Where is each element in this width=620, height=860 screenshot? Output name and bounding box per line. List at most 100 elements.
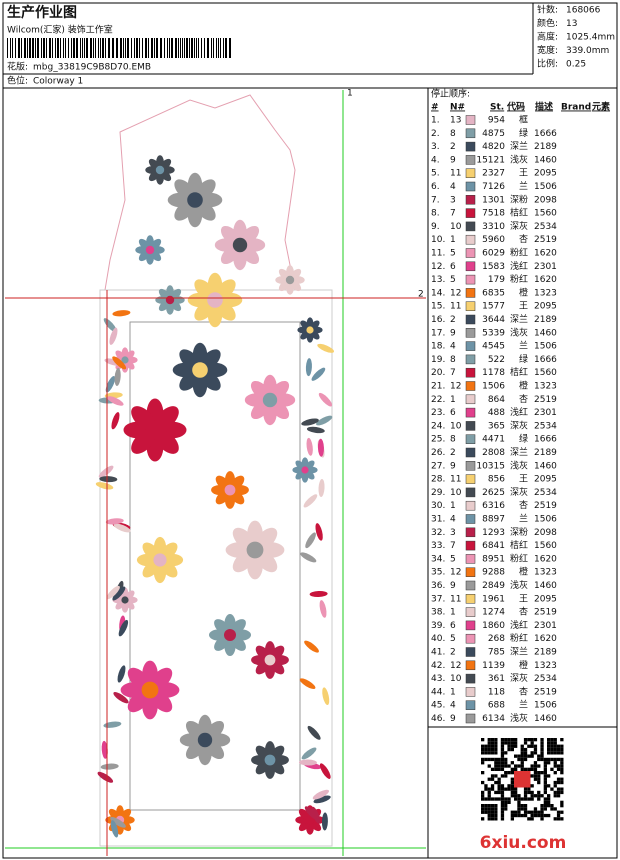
qr-cell <box>560 744 564 748</box>
qr-cell <box>556 764 561 768</box>
stitches: 4545 <box>482 342 505 352</box>
qr-cell <box>504 751 508 755</box>
qr-cell <box>540 804 544 808</box>
swatch <box>465 141 476 152</box>
qr-cell <box>553 738 557 742</box>
needle: 3 <box>450 528 456 538</box>
stat-value: 168066 <box>566 6 601 16</box>
needle: 3 <box>450 195 456 205</box>
code: 1506 <box>534 342 557 352</box>
leaf <box>309 591 328 598</box>
qr-cell <box>494 810 498 814</box>
qr-cell <box>543 804 547 808</box>
stitches: 118 <box>488 687 505 697</box>
qr-cell <box>543 780 547 785</box>
bar-stripe <box>21 38 22 58</box>
qr-cell <box>504 787 508 791</box>
description: 浅红 <box>510 406 528 418</box>
qr-cell <box>514 810 518 814</box>
qr-cell <box>507 771 511 775</box>
qr-cell <box>547 774 551 778</box>
outline <box>104 94 296 291</box>
stitches: 864 <box>488 395 505 405</box>
swatch <box>465 314 476 325</box>
leaf <box>118 619 129 637</box>
stitches: 5960 <box>482 235 505 245</box>
qr-cell <box>527 767 531 771</box>
qr-cell <box>543 757 547 762</box>
qr-cell <box>533 771 538 775</box>
qr-code <box>481 738 564 821</box>
qr-cell <box>543 784 547 788</box>
row-number: 4. <box>431 155 440 165</box>
swatch <box>465 474 476 484</box>
qr-cell <box>517 807 521 811</box>
needle: 12 <box>450 661 461 671</box>
flower-center <box>232 237 248 253</box>
qr-cell <box>510 741 514 745</box>
leaf <box>110 816 126 828</box>
qr-cell <box>504 738 508 742</box>
qr-cell <box>547 761 551 765</box>
qr-cell <box>497 780 501 785</box>
bar-stripe <box>27 38 28 58</box>
row-number: 3. <box>431 142 440 152</box>
qr-cell <box>520 813 524 818</box>
qr-cell <box>547 757 551 762</box>
swatch <box>465 195 476 205</box>
row-number: 41. <box>431 648 445 658</box>
description: 王 <box>519 168 528 179</box>
qr-cell <box>517 804 521 808</box>
qr-cell <box>527 810 531 814</box>
needle: 8 <box>450 435 456 445</box>
embroidery-design <box>95 94 335 847</box>
swatch <box>465 288 476 298</box>
needle: 8 <box>450 355 456 365</box>
row-number: 2. <box>431 129 440 139</box>
qr-cell <box>523 757 528 762</box>
row-number: 35. <box>431 568 445 578</box>
description: 绿 <box>519 353 528 365</box>
qr-cell <box>514 741 518 745</box>
code: 2095 <box>534 169 557 179</box>
qr-cell <box>484 744 488 748</box>
qr-cell <box>560 747 564 752</box>
stitches: 785 <box>488 648 505 658</box>
bar-stripe <box>139 38 140 58</box>
flower-center <box>306 326 314 334</box>
qr-cell <box>556 810 561 814</box>
row-number: 43. <box>431 674 445 684</box>
qr-cell <box>487 738 491 742</box>
leaf <box>303 494 318 508</box>
qr-cell <box>533 774 538 778</box>
qr-cell <box>540 744 544 748</box>
leaf <box>301 747 317 760</box>
row-number: 44. <box>431 687 445 697</box>
code: 2189 <box>534 315 557 325</box>
row-number: 16. <box>431 315 445 325</box>
needle: 5 <box>450 554 456 564</box>
row-number: 6. <box>431 182 440 192</box>
row-number: 12. <box>431 262 445 272</box>
qr-cell <box>533 747 538 752</box>
qr-cell <box>547 751 551 755</box>
stitches: 4471 <box>482 435 505 445</box>
description: 深兰 <box>510 446 528 458</box>
qr-cell <box>520 761 524 765</box>
row-number: 10. <box>431 235 445 245</box>
qr-cell <box>490 797 495 801</box>
needle: 4 <box>450 515 456 525</box>
qr-cell <box>481 810 485 814</box>
qr-cell <box>510 790 514 795</box>
needle: 7 <box>450 209 456 219</box>
needle: 1 <box>450 501 456 511</box>
swatch <box>465 607 476 617</box>
qr-cell <box>560 787 564 791</box>
qr-cell <box>500 767 505 771</box>
description: 杏 <box>519 499 528 511</box>
qr-cell <box>504 757 508 762</box>
bar-stripe <box>225 38 227 58</box>
row-number: 8. <box>431 209 440 219</box>
qr-cell <box>520 767 524 771</box>
qr-cell <box>547 804 551 808</box>
